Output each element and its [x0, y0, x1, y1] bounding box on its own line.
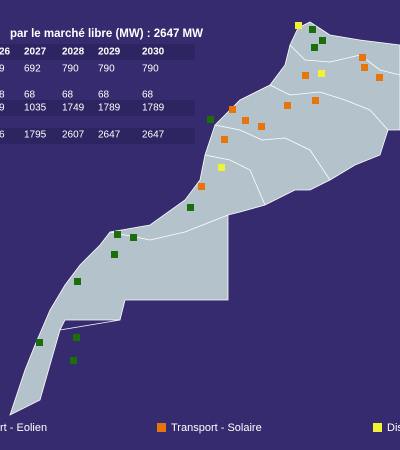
table-cell: 8 [0, 90, 5, 101]
table-header-cell: 2028 [62, 47, 85, 58]
marker[interactable] [130, 234, 137, 241]
marker[interactable] [312, 97, 319, 104]
table-title: par le marché libre (MW) : 2647 MW [10, 28, 203, 40]
legend-swatch [157, 423, 166, 432]
marker[interactable] [295, 22, 302, 29]
marker[interactable] [70, 357, 77, 364]
table-header-cell: 2030 [142, 47, 165, 58]
table-cell: 692 [24, 64, 41, 75]
table-cell: 1795 [24, 130, 47, 141]
marker[interactable] [229, 106, 236, 113]
marker[interactable] [114, 231, 121, 238]
marker[interactable] [302, 72, 309, 79]
table-header-cell: 2027 [24, 47, 47, 58]
marker[interactable] [207, 116, 214, 123]
country-shape [9, 21, 400, 416]
table-row-bg [0, 100, 195, 116]
marker[interactable] [311, 44, 318, 51]
table-cell: 9 [0, 64, 5, 75]
table-cell: 6 [0, 130, 5, 141]
table-cell: 1035 [24, 103, 47, 114]
map-markers [36, 22, 383, 364]
marker[interactable] [221, 136, 228, 143]
table-cell: 68 [142, 90, 154, 101]
legend-label: rt - Eolien [0, 422, 47, 434]
legend-swatch [373, 423, 382, 432]
table-cell: 9 [0, 103, 5, 114]
table-cell: 1789 [142, 103, 165, 114]
table-row-bg [0, 128, 195, 144]
marker[interactable] [111, 251, 118, 258]
marker[interactable] [198, 183, 205, 190]
table-cell: 1749 [62, 103, 85, 114]
marker[interactable] [376, 74, 383, 81]
marker[interactable] [318, 70, 325, 77]
marker[interactable] [309, 26, 316, 33]
table-cell: 68 [24, 90, 36, 101]
marker[interactable] [361, 64, 368, 71]
legend-label: Transport - Solaire [171, 422, 262, 434]
table-cell: 790 [142, 64, 159, 75]
table-cell: 2647 [98, 130, 121, 141]
table-cell: 2647 [142, 130, 165, 141]
region-borders [59, 44, 400, 331]
table-cell: 2607 [62, 130, 85, 141]
marker[interactable] [218, 164, 225, 171]
table-cell: 790 [98, 64, 115, 75]
marker[interactable] [258, 123, 265, 130]
marker[interactable] [284, 102, 291, 109]
marker[interactable] [73, 334, 80, 341]
table-cell: 1789 [98, 103, 121, 114]
table-header-bg [0, 44, 195, 60]
marker[interactable] [319, 37, 326, 44]
table-header-cell: 2029 [98, 47, 121, 58]
marker[interactable] [187, 204, 194, 211]
table-cell: 68 [62, 90, 74, 101]
marker[interactable] [359, 54, 366, 61]
marker[interactable] [242, 117, 249, 124]
table-cell: 68 [98, 90, 110, 101]
marker[interactable] [36, 339, 43, 346]
legend-label: Dis [387, 422, 400, 434]
table-header-cell: 26 [0, 47, 11, 58]
marker[interactable] [74, 278, 81, 285]
table-cell: 790 [62, 64, 79, 75]
